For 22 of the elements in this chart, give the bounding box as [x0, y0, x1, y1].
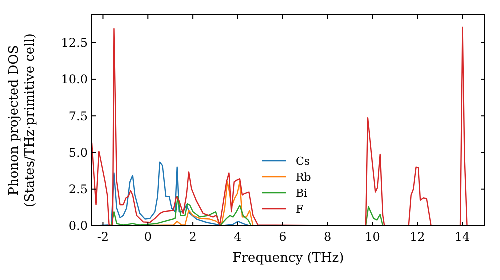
x-tick-label: 2 [189, 230, 197, 244]
y-tick-label: 7.5 [68, 109, 88, 124]
y-tick-label: 5.0 [68, 146, 88, 160]
x-tick-label: 6 [279, 230, 287, 244]
x-tick-label: 12 [410, 230, 426, 244]
y-tick-label: 0.0 [68, 219, 88, 234]
x-tick-label: 8 [324, 230, 332, 244]
legend-label: Cs [296, 154, 310, 168]
line-series [92, 26, 468, 226]
x-tick-label: -2 [97, 230, 110, 244]
x-tick-label: 4 [234, 230, 242, 244]
x-tick-label: 10 [365, 230, 380, 244]
y-axis-title: Phonon projected DOS (States/THz·primitive cell) [7, 33, 38, 208]
x-tick-label: 0 [144, 230, 152, 244]
x-axis-title: Frequency (THz) [232, 251, 344, 266]
legend-label: Rb [296, 170, 312, 184]
legend-label: Bi [296, 186, 308, 200]
legend-label: F [296, 202, 304, 216]
x-tick-label: 14 [454, 230, 471, 244]
y-tick-label: 10.0 [61, 72, 88, 87]
y-tick-label: 12.5 [61, 36, 88, 50]
y-tick-label: 2.5 [68, 182, 88, 197]
